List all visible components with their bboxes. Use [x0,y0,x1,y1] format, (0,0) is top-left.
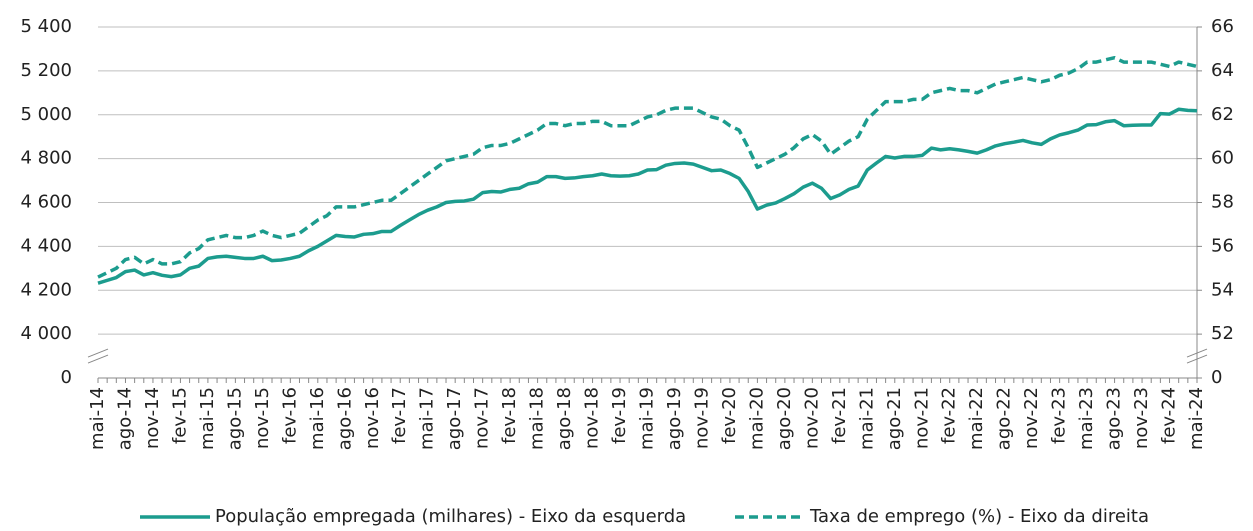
x-tick-label: ago-14 [114,387,135,450]
x-tick-label: nov-21 [911,387,932,449]
y2-tick-label: 54 [1211,279,1234,300]
axis-break [1186,348,1208,358]
x-tick-label: fev-18 [499,387,520,444]
y-tick-label: 5 000 [20,104,72,125]
x-tick-label: mai-22 [966,387,987,450]
x-tick-label: nov-14 [142,387,163,449]
y-tick-label: 4 800 [20,148,72,169]
x-tick-label: ago-19 [664,387,685,450]
x-tick-label: fev-17 [389,387,410,444]
x-tick-label: mai-20 [746,387,767,450]
x-tick-label: fev-24 [1159,387,1180,444]
y2-tick-label: 56 [1211,235,1234,256]
x-tick-label: ago-15 [224,387,245,450]
x-tick-label: nov-23 [1131,387,1152,449]
y2-tick-label: 0 [1211,367,1222,388]
y-tick-label: 4 000 [20,323,72,344]
x-tick-label: ago-21 [884,387,905,450]
x-tick-label: ago-18 [554,387,575,450]
x-tick-label: nov-22 [1021,387,1042,449]
x-tick-label: mai-21 [856,387,877,450]
x-tick-label: nov-15 [252,387,273,449]
x-tick-label: mai-23 [1076,387,1097,450]
y-tick-label: 5 400 [20,16,72,37]
x-tick-label: ago-17 [444,387,465,450]
x-tick-label: mai-16 [307,387,328,450]
y2-tick-label: 52 [1211,323,1234,344]
x-tick-label: ago-22 [994,387,1015,450]
y-tick-label: 5 200 [20,60,72,81]
y2-tick-label: 64 [1211,60,1234,81]
x-tick-label: mai-14 [87,387,108,450]
x-tick-label: nov-18 [582,387,603,449]
axis-break [87,354,109,364]
axis-break [1186,354,1208,364]
x-tick-label: fev-22 [939,387,960,444]
x-tick-label: mai-18 [527,387,548,450]
x-tick-label: ago-23 [1104,387,1125,450]
x-tick-label: mai-24 [1186,387,1207,450]
x-tick-label: ago-20 [774,387,795,450]
legend-label: Taxa de emprego (%) - Eixo da direita [809,506,1149,527]
y-tick-label: 4 200 [20,279,72,300]
x-tick-label: nov-16 [362,387,383,449]
x-tick-label: nov-19 [691,387,712,449]
x-tick-label: mai-17 [417,387,438,450]
y-tick-label: 4 600 [20,192,72,213]
y2-tick-label: 58 [1211,192,1234,213]
x-tick-label: nov-17 [472,387,493,449]
x-tick-label: fev-20 [719,387,740,444]
y2-tick-label: 60 [1211,148,1234,169]
x-tick-label: ago-16 [334,387,355,450]
x-tick-label: fev-15 [169,387,190,444]
x-tick-label: mai-19 [637,387,658,450]
x-tick-label: fev-19 [609,387,630,444]
axis-break [87,348,109,358]
data-line [97,107,1198,285]
data-line [97,55,1198,279]
y-tick-label: 4 400 [20,235,72,256]
legend-label: População empregada (milhares) - Eixo da… [215,506,686,527]
x-tick-label: fev-16 [279,387,300,444]
y2-tick-label: 66 [1211,16,1234,37]
x-tick-label: nov-20 [801,387,822,449]
x-tick-label: fev-21 [829,387,850,444]
x-tick-label: fev-23 [1049,387,1070,444]
y-tick-label: 0 [61,367,72,388]
x-tick-label: mai-15 [197,387,218,450]
y2-tick-label: 62 [1211,104,1234,125]
